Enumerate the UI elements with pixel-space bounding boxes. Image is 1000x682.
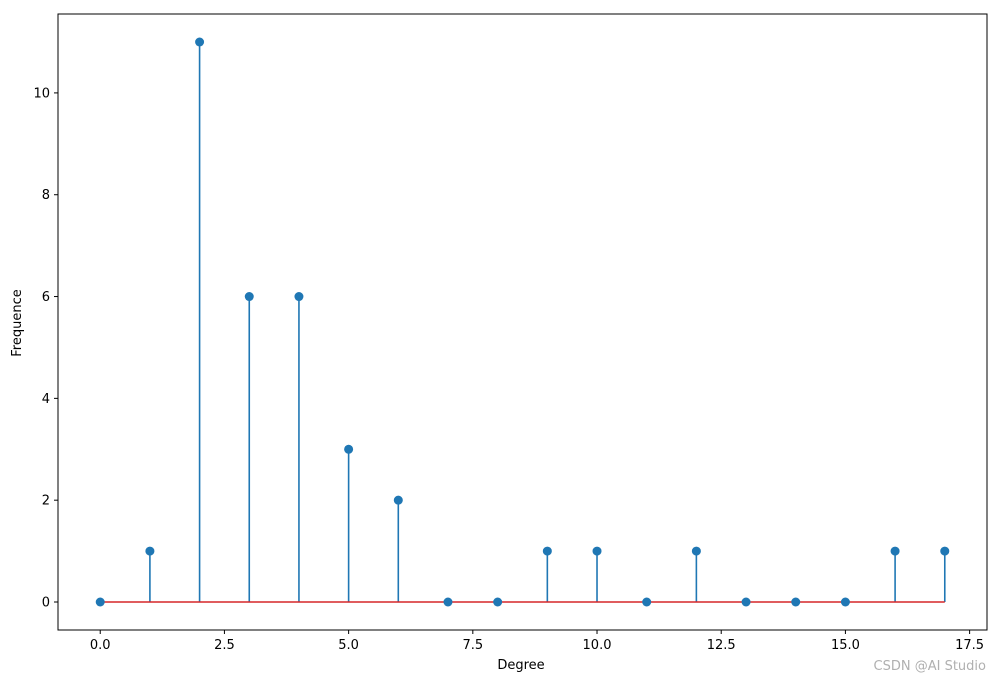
- y-axis-label: Frequence: [10, 289, 25, 356]
- stem-marker: [542, 546, 552, 556]
- x-tick-label: 15.0: [831, 638, 860, 653]
- y-tick-label: 10: [33, 86, 50, 101]
- plot-area: [95, 37, 950, 607]
- x-tick-label: 5.0: [338, 638, 359, 653]
- x-tick-label: 7.5: [462, 638, 483, 653]
- stem-marker: [741, 597, 751, 607]
- x-tick-label: 0.0: [90, 638, 111, 653]
- x-tick-label: 10.0: [583, 638, 612, 653]
- y-tick-label: 2: [42, 494, 50, 509]
- stem-marker: [592, 546, 602, 556]
- y-tick-label: 4: [42, 392, 50, 407]
- stem-marker: [95, 597, 105, 607]
- stem-marker: [493, 597, 503, 607]
- stem-marker: [642, 597, 652, 607]
- stem-marker: [294, 292, 304, 302]
- y-tick-label: 6: [42, 290, 50, 305]
- x-tick-label: 2.5: [214, 638, 235, 653]
- stem-marker: [940, 546, 950, 556]
- y-tick-label: 0: [42, 596, 50, 611]
- axes: 0.0 2.5 5.0 7.5 10.0 12.5 15.0 17.5 0 2 4 6 8 10: [33, 13, 988, 653]
- axes-frame: [57, 13, 988, 631]
- watermark-text: CSDN @AI Studio: [873, 659, 986, 674]
- x-tick-label: 12.5: [707, 638, 736, 653]
- stem-marker: [244, 292, 254, 302]
- y-tick-label: 8: [42, 188, 50, 203]
- stem-marker: [691, 546, 701, 556]
- stem-marker: [840, 597, 850, 607]
- stem-marker: [791, 597, 801, 607]
- stem-marker: [145, 546, 155, 556]
- x-tick-label: 17.5: [955, 638, 984, 653]
- stem-marker: [443, 597, 453, 607]
- stem-marker: [890, 546, 900, 556]
- x-axis-label: Degree: [497, 658, 544, 673]
- stem-marker: [393, 495, 403, 505]
- stem-marker: [195, 37, 205, 47]
- stem-marker: [344, 444, 354, 454]
